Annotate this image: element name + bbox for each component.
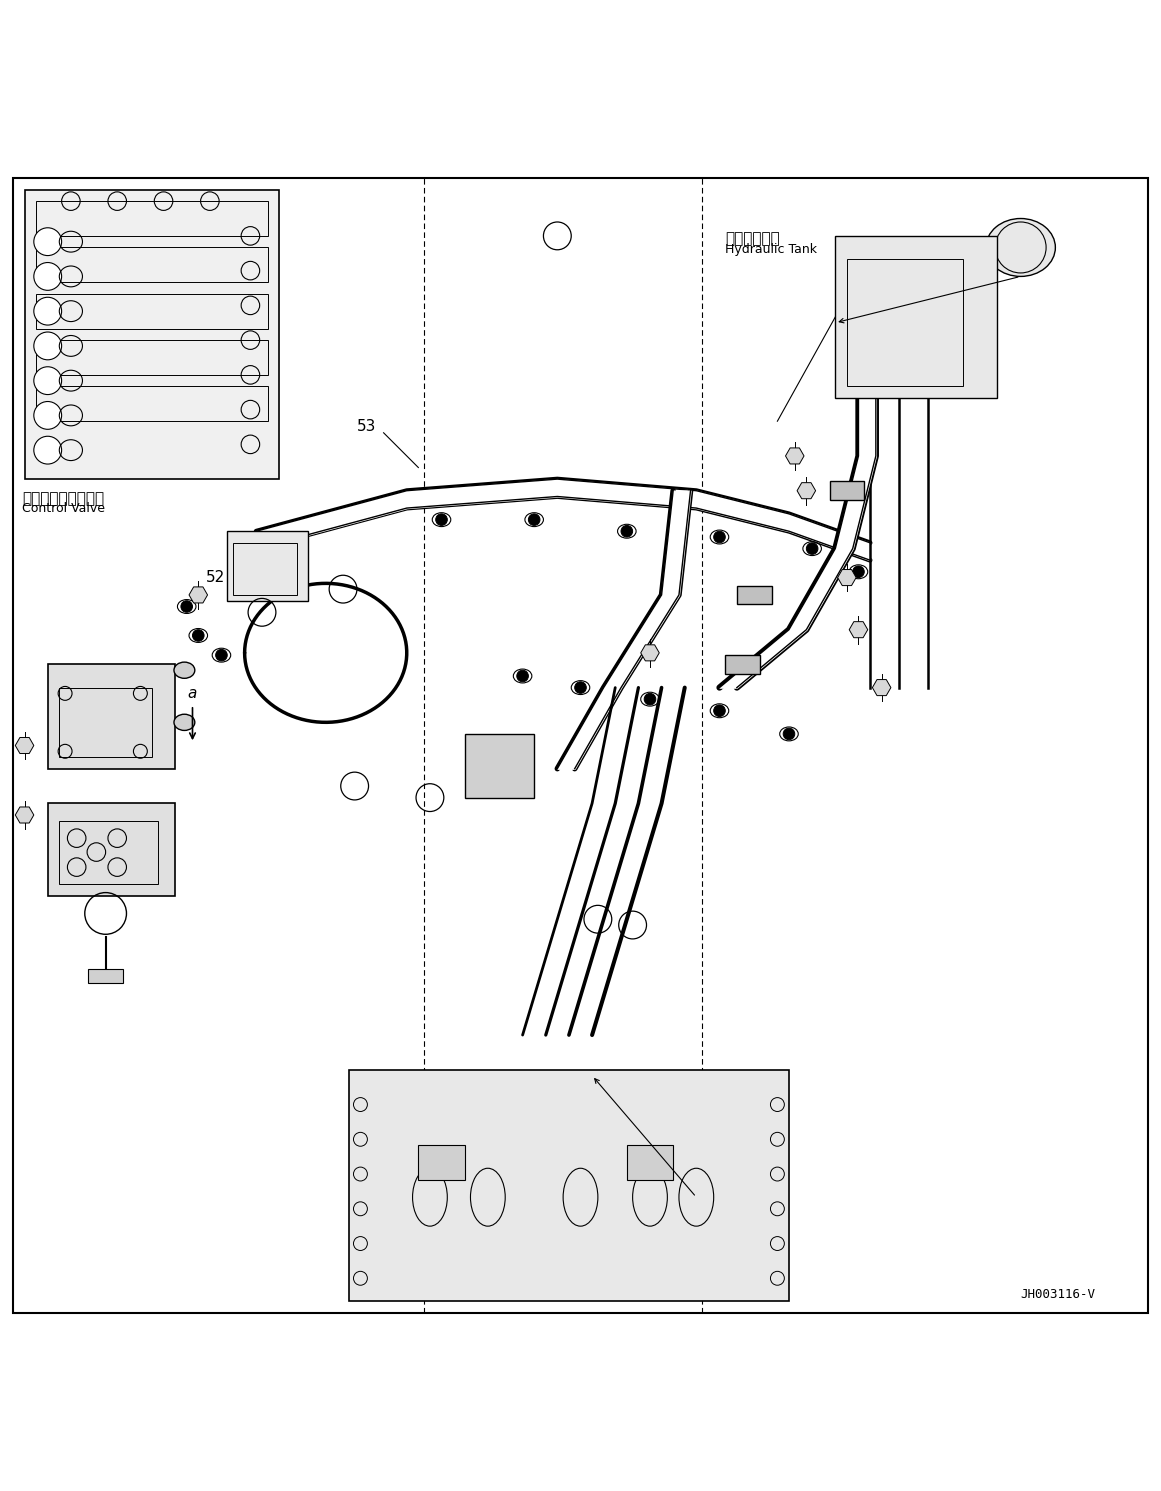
Bar (726, 655, 760, 674)
Polygon shape (849, 622, 867, 638)
Circle shape (34, 401, 62, 429)
Circle shape (181, 601, 193, 613)
Ellipse shape (174, 662, 195, 678)
Polygon shape (15, 738, 34, 753)
Bar (36, 201, 268, 236)
Text: Control Valve: Control Valve (22, 502, 106, 516)
Bar (233, 543, 297, 595)
Circle shape (34, 367, 62, 395)
Circle shape (852, 567, 864, 577)
Bar (36, 294, 268, 328)
Bar (48, 804, 175, 896)
Bar (737, 586, 772, 604)
Bar (418, 1145, 464, 1179)
Bar (36, 386, 268, 420)
Bar (48, 665, 175, 769)
Circle shape (714, 531, 726, 543)
Text: a: a (471, 1166, 481, 1181)
Text: 53: 53 (356, 419, 376, 434)
Circle shape (644, 693, 656, 705)
Bar (627, 1145, 673, 1179)
Ellipse shape (174, 714, 195, 731)
Circle shape (517, 671, 528, 681)
Text: Hydraulic Tank: Hydraulic Tank (726, 243, 817, 256)
Circle shape (34, 262, 62, 291)
Bar (59, 820, 158, 884)
Circle shape (34, 297, 62, 325)
Bar (88, 969, 123, 983)
Polygon shape (837, 570, 856, 586)
Text: JH003116-V: JH003116-V (1021, 1288, 1096, 1302)
Polygon shape (189, 587, 208, 602)
Circle shape (34, 332, 62, 359)
Circle shape (216, 650, 228, 661)
Bar (228, 531, 309, 601)
Circle shape (34, 228, 62, 255)
Polygon shape (786, 447, 805, 464)
Bar (835, 236, 997, 398)
Circle shape (621, 525, 633, 537)
Polygon shape (798, 483, 816, 498)
Bar (24, 189, 280, 479)
Bar (829, 482, 864, 499)
Polygon shape (641, 644, 659, 661)
Text: 作動油タンク: 作動油タンク (726, 231, 780, 246)
Circle shape (435, 514, 447, 525)
Text: a: a (188, 686, 197, 701)
Circle shape (784, 728, 795, 740)
Circle shape (193, 629, 204, 641)
Text: コントロールバルブ: コントロールバルブ (22, 491, 104, 505)
Circle shape (714, 705, 726, 717)
Text: 52: 52 (205, 570, 225, 584)
Circle shape (34, 437, 62, 464)
Bar (464, 734, 534, 798)
Bar (59, 687, 152, 757)
Circle shape (528, 514, 540, 525)
Bar (846, 259, 962, 386)
Circle shape (807, 543, 819, 555)
Ellipse shape (986, 219, 1055, 276)
Text: Hydraulic Oil Pump: Hydraulic Oil Pump (621, 1211, 741, 1224)
Polygon shape (15, 807, 34, 823)
Bar (36, 340, 268, 374)
Text: ハイドロリックオイルポンプ: ハイドロリックオイルポンプ (621, 1200, 740, 1215)
Bar (348, 1071, 789, 1302)
Polygon shape (872, 680, 890, 696)
Circle shape (575, 681, 586, 693)
Bar (36, 248, 268, 282)
